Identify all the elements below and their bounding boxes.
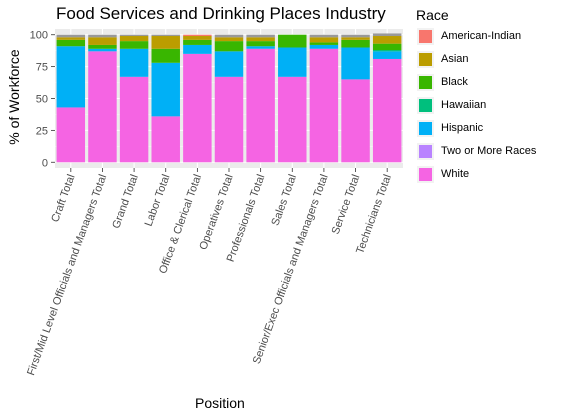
y-tick-label: 50 [36,94,48,106]
bar-segment [372,36,402,44]
bar-segment [119,36,149,42]
legend-key [417,119,434,137]
legend-title: Race [416,7,449,23]
legend-item: Hawaiian [416,94,486,116]
legend-key [417,50,434,68]
bar-segment [56,39,86,47]
bar-segment [372,33,402,37]
bar-segment [278,76,307,163]
x-tick-label: Technicians Total [354,173,394,256]
bar-segment [56,107,86,163]
bar-segment [151,48,180,63]
bar-segment [56,34,86,38]
bar-segment [88,37,117,45]
x-tick-label: Grand Total [110,173,141,230]
bar-segment [56,46,86,108]
legend-label: Hawaiian [441,99,487,111]
bar-segment [183,39,212,45]
bar-segment [183,44,212,54]
bar-segment [214,34,244,38]
bar-segment [246,41,275,47]
bar-segment [151,34,180,37]
bar-segment [309,34,339,38]
bar-segment [119,48,149,77]
y-tick-label: 100 [30,30,48,42]
chart-title: Food Services and Drinking Places Indust… [56,4,386,23]
x-tick-label: Senior/Exec Officials and Managers Total [251,173,331,366]
y-tick-label: 25 [36,125,48,137]
legend-key [417,165,434,183]
legend-label: Two or More Races [441,145,537,157]
legend-label: White [441,168,470,180]
bar-segment [372,58,402,163]
bar-segment [214,51,244,77]
bar-segment [278,47,307,77]
legend-label: American-Indian [441,30,522,42]
legend-item: Asian [416,48,469,70]
bar-segment [119,76,149,163]
bar-segment [309,42,339,45]
bar-segment [88,34,117,38]
x-tick-label: Craft Total [49,173,77,224]
legend-key [417,142,434,160]
bar-segment [183,53,212,163]
bar-segment [246,37,275,42]
bar-segment [88,51,117,163]
bar-segment [183,34,212,37]
bar-segment [246,34,275,38]
legend-key [417,96,434,114]
bar-segment [214,41,244,52]
bar-segment [151,36,180,49]
bar-segment [151,116,180,163]
legend-label: Hispanic [441,122,484,134]
bar-segment [88,44,117,49]
x-tick-label: Sales Total [269,173,299,227]
bar-segment [151,62,180,117]
bar-segment [119,34,149,37]
legend-label: Asian [441,53,469,65]
bar-segment [56,37,86,40]
x-tick-label: Service Total [330,173,363,236]
legend-key [417,27,434,45]
bar-segment [341,79,370,163]
bar-segment [309,37,339,43]
bar-segment [309,44,339,49]
bar-segment [341,34,370,38]
legend-item: American-Indian [416,25,521,47]
bar-segment [214,37,244,42]
legend-item: Two or More Races [416,140,536,162]
bar-segment [246,48,275,163]
bar-segment [372,51,402,59]
legend-label: Black [441,76,468,88]
bar-segment [183,36,212,40]
bar-segment [278,34,307,48]
bar-segment [341,37,370,40]
bar-segment [341,47,370,80]
legend-item: White [416,163,469,185]
x-tick-label: Labor Total [143,173,173,228]
legend-item: Black [416,71,468,93]
y-tick-label: 0 [42,157,48,169]
x-axis-title: Position [195,395,245,411]
bar-segment [119,41,149,49]
bar-segment [88,48,117,52]
legend-item: Hispanic [416,117,483,139]
bar-segment [246,46,275,49]
x-tick-label: Operatives Total [197,173,235,252]
legend-key [417,73,434,91]
y-tick-label: 75 [36,62,48,74]
bar-segment [309,48,339,163]
bar-segment [341,39,370,48]
bar-segment [372,50,402,52]
bar-segment [214,76,244,163]
bar-segment [372,43,402,51]
